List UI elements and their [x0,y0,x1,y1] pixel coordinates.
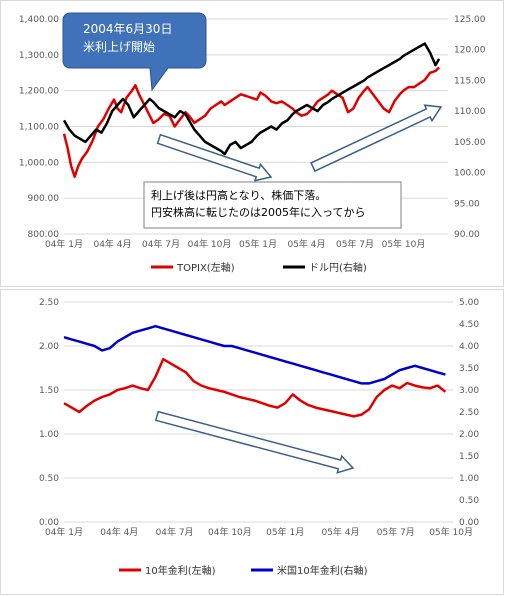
x-tick-label: 04年 1月 [45,238,83,250]
y-right-tick-label: 2.50 [459,408,479,418]
y-right-tick-label: 100.00 [454,169,486,179]
y-left-tick-label: 1.00 [39,430,59,440]
x-tick-label: 05年 1月 [266,526,304,538]
y-left-tick-label: 1,100.00 [19,123,59,133]
series-line-1 [62,66,440,178]
x-tick-label: 05年 4月 [287,238,325,250]
callout-text-line: 2004年6月30日 [83,22,172,36]
y-left-tick-label: 1,200.00 [19,87,59,97]
uptrend-arrow [310,104,443,173]
y-left-tick-label: 900.00 [28,194,60,204]
y-right-tick-label: 110.00 [454,107,486,117]
y-left-tick-label: 2.00 [39,342,59,352]
legend-label-1: TOPIX(左軸) [176,261,235,274]
y-right-tick-label: 120.00 [454,46,486,56]
annotation-box [143,181,402,229]
chart-yields-svg: 0.00 0.50 1.00 1.50 2.00 2.50 0.00 0.50 1.00 1.50… [39,298,479,577]
x-tick-label: 04年 1月 [45,526,83,538]
x-tick-label: 05年 10月 [429,526,473,538]
y-right-tick-label: 5.00 [459,298,479,308]
x-tick-label: 04年 10月 [208,526,252,538]
callout-text-line: 米利上げ開始 [83,40,155,54]
y-right-tick-label: 1.50 [459,452,479,462]
y-right-tick-label: 95.00 [454,199,480,209]
y-right-tick-label: 3.50 [459,364,479,374]
x-tick-label: 05年 7月 [336,238,374,250]
y-left-tick-label: 2.50 [39,298,59,308]
y-left-tick-label: 0.50 [39,474,59,484]
y-left-tick-label: 800.00 [28,230,60,240]
yield-downtrend-arrow [154,410,355,474]
y-right-tick-label: 1.00 [459,474,479,484]
legend-label-2: ドル円(右軸) [309,261,367,274]
x-tick-label: 05年 4月 [321,526,359,538]
y-left-tick-label: 1.50 [39,386,59,396]
y-left-tick-label: 0.00 [39,518,59,528]
y-right-tick-label: 4.50 [459,320,479,330]
x-tick-label: 04年 4月 [100,526,138,538]
x-tick-label: 04年 7月 [142,238,180,250]
legend-label-1: 10年金利(左軸) [145,564,216,577]
chart-topix-usdjpy: 800.00 900.00 1,000.00 1,100.00 1,200.00 1,30… [0,0,504,287]
chart-topix-usdjpy-svg: 800.00 900.00 1,000.00 1,100.00 1,200.00 1,30… [19,12,486,274]
annotation-text-line: 利上げ後は円高となり、株価下落。 [151,188,326,202]
callout-box [62,12,207,92]
y-right-tick-label: 90.00 [454,230,480,240]
x-tick-label: 05年 1月 [239,238,277,250]
x-tick-label: 04年 4月 [93,238,131,250]
y-right-tick-label: 2.00 [459,430,479,440]
y-right-tick-label: 115.00 [454,76,486,86]
legend-label-2: 米国10年金利(右軸) [277,564,368,577]
series-line-2 [62,42,441,156]
y-left-tick-label: 1,000.00 [19,158,59,168]
y-left-tick-label: 1,400.00 [19,15,59,25]
y-right-tick-label: 4.00 [459,342,479,352]
y-right-tick-label: 105.00 [454,138,486,148]
series-line-2 [63,324,446,385]
y-right-tick-label: 0.50 [459,496,479,506]
x-tick-label: 04年 7月 [156,526,194,538]
y-left-tick-label: 1,300.00 [19,51,59,61]
y-right-tick-label: 125.00 [454,15,486,25]
downtrend-arrow [156,133,273,182]
series-line-1 [63,357,447,418]
y-right-tick-label: 0.00 [459,518,479,528]
y-right-tick-label: 3.00 [459,386,479,396]
x-tick-label: 05年 10月 [382,238,426,250]
chart-yields: 0.00 0.50 1.00 1.50 2.00 2.50 0.00 0.50 1.00 1.50… [0,289,504,595]
x-tick-label: 05年 7月 [377,526,415,538]
x-tick-label: 04年 10月 [188,238,232,250]
annotation-text-line: 円安株高に転じたのは2005年に入ってから [151,205,365,219]
